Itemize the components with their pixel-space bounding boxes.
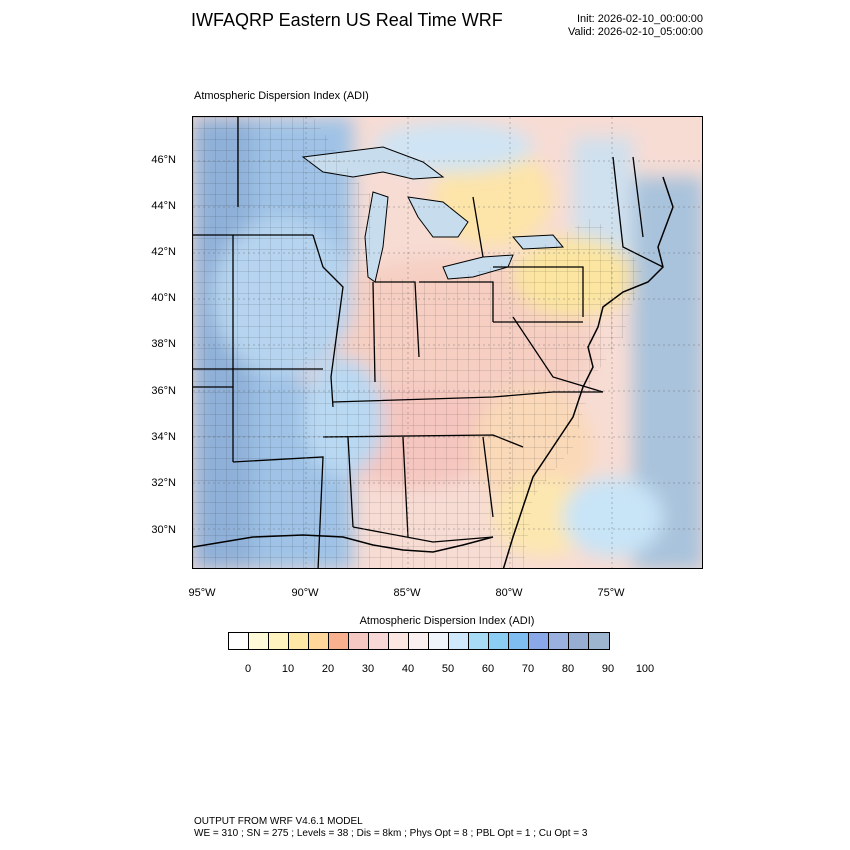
colorbar-swatch	[289, 633, 309, 649]
colorbar-swatch	[469, 633, 489, 649]
valid-time: Valid: 2026-02-10_05:00:00	[568, 26, 703, 38]
state-borders	[193, 117, 664, 568]
colorbar-swatch	[229, 633, 249, 649]
colorbar-swatch	[529, 633, 549, 649]
lat-label-30n: 30°N	[151, 524, 176, 536]
colorbar-swatch	[389, 633, 409, 649]
lon-label-95w: 95°W	[188, 587, 216, 599]
lon-label-90w: 90°W	[291, 587, 319, 599]
colorbar-swatch	[429, 633, 449, 649]
colorbar-swatch	[329, 633, 349, 649]
colorbar-swatch	[549, 633, 569, 649]
colorbar-label: 80	[561, 663, 575, 675]
colorbar-swatch	[569, 633, 589, 649]
lat-label-46n: 46°N	[151, 154, 176, 166]
colorbar-swatch	[369, 633, 389, 649]
colorbar-label: 20	[321, 663, 335, 675]
lat-label-44n: 44°N	[151, 200, 176, 212]
colorbar-label: 60	[481, 663, 495, 675]
colorbar-label: 40	[401, 663, 415, 675]
colorbar-swatch	[249, 633, 269, 649]
footer-line-2: WE = 310 ; SN = 275 ; Levels = 38 ; Dis …	[194, 828, 588, 839]
map-panel	[192, 116, 703, 569]
lat-label-40n: 40°N	[151, 292, 176, 304]
lat-label-42n: 42°N	[151, 246, 176, 258]
colorbar-label: 10	[281, 663, 295, 675]
colorbar-label: 70	[521, 663, 535, 675]
colorbar-swatch	[449, 633, 469, 649]
lon-label-75w: 75°W	[597, 587, 625, 599]
colorbar-swatch	[409, 633, 429, 649]
init-time: Init: 2026-02-10_00:00:00	[577, 13, 703, 25]
colorbar	[228, 632, 610, 650]
graticule	[193, 117, 702, 568]
footer-line-1: OUTPUT FROM WRF V4.6.1 MODEL	[194, 816, 363, 827]
colorbar-label: 50	[441, 663, 455, 675]
colorbar-title: Atmospheric Dispersion Index (ADI)	[359, 615, 535, 627]
lat-label-32n: 32°N	[151, 477, 176, 489]
colorbar-label: 90	[601, 663, 615, 675]
colorbar-label: 0	[244, 663, 252, 675]
colorbar-swatch	[269, 633, 289, 649]
plot-title: IWFAQRP Eastern US Real Time WRF	[191, 10, 503, 30]
coastline	[193, 176, 674, 568]
colorbar-swatch	[309, 633, 329, 649]
lon-label-85w: 85°W	[393, 587, 421, 599]
lon-label-80w: 80°W	[495, 587, 523, 599]
colorbar-swatch	[349, 633, 369, 649]
time-info: Init: 2026-02-10_00:00:00 Valid: 2026-02…	[520, 13, 703, 39]
lat-label-34n: 34°N	[151, 431, 176, 443]
lat-label-36n: 36°N	[151, 385, 176, 397]
model-footer: OUTPUT FROM WRF V4.6.1 MODEL WE = 310 ; …	[194, 816, 587, 840]
colorbar-swatch	[489, 633, 509, 649]
lat-label-38n: 38°N	[151, 338, 176, 350]
colorbar-label: 100	[635, 663, 655, 675]
colorbar-swatch	[509, 633, 529, 649]
colorbar-label: 30	[361, 663, 375, 675]
colorbar-swatch	[589, 633, 609, 649]
field-label: Atmospheric Dispersion Index (ADI)	[194, 90, 369, 102]
adi-map	[193, 117, 702, 568]
